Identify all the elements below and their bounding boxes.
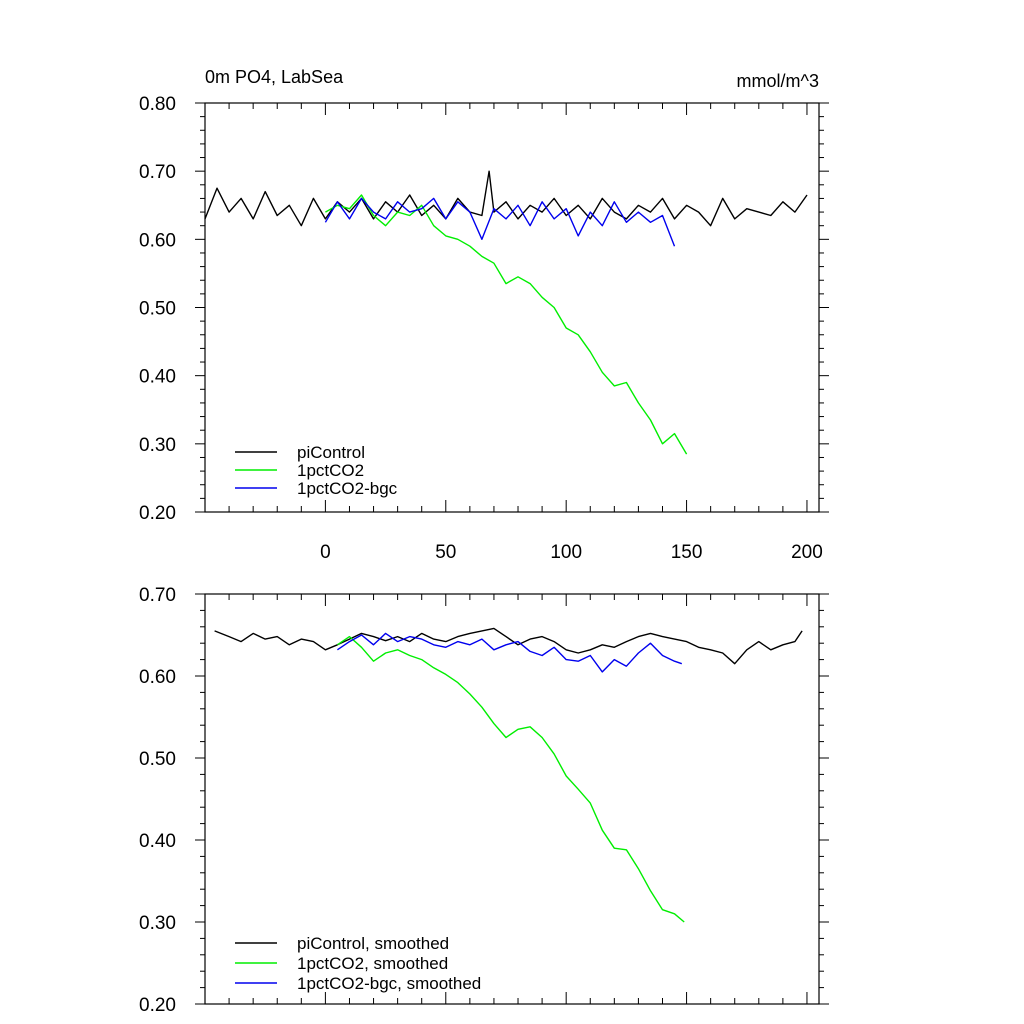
bottom-plot-frame (204, 593, 820, 1005)
top-y-tick-label: 0.30 (139, 435, 176, 456)
bot-series-line-1pctco2-bgc-smoothed (337, 632, 683, 673)
bot-series-line-picontrol-smoothed (214, 627, 803, 665)
top-panel: 0m PO4, LabSea mmol/m^3 0.20 0.30 0.40 0.50… (139, 67, 829, 563)
bottom-y-tick-labels: 0.20 0.30 0.40 0.50 0.60 0.70 (139, 585, 176, 1016)
top-series-line-1pctco2 (325, 194, 688, 455)
top-x-tick-label: 200 (791, 542, 823, 563)
top-y-tick-label: 0.60 (139, 230, 176, 251)
top-series-line-picontrol (204, 170, 808, 227)
bot-y-tick-label: 0.20 (139, 995, 176, 1016)
bot-legend-label: 1pctCO2, smoothed (297, 954, 448, 973)
top-legend-label: piControl (297, 443, 365, 462)
top-x-tick-label: 100 (550, 542, 582, 563)
bot-y-tick-label: 0.50 (139, 749, 176, 770)
top-x-tick-labels: 0 50 100 150 200 (320, 542, 823, 563)
bot-y-tick-label: 0.60 (139, 667, 176, 688)
bot-y-tick-label: 0.70 (139, 585, 176, 606)
top-ticks (195, 102, 829, 513)
top-y-tick-label: 0.70 (139, 162, 176, 183)
bottom-panel: 0.20 0.30 0.40 0.50 0.60 0.70 piControl, smoo… (139, 585, 829, 1016)
top-title-right: mmol/m^3 (737, 71, 819, 91)
top-y-tick-label: 0.80 (139, 94, 176, 115)
top-y-tick-label: 0.20 (139, 503, 176, 524)
top-x-tick-label: 50 (435, 542, 456, 563)
bot-y-tick-label: 0.30 (139, 913, 176, 934)
top-x-tick-label: 0 (320, 542, 331, 563)
bottom-series (214, 627, 803, 923)
top-y-tick-labels: 0.20 0.30 0.40 0.50 0.60 0.70 0.80 (139, 94, 176, 524)
bottom-ticks (195, 593, 829, 1005)
top-series-line-1pctco2-bgc (324, 197, 676, 247)
bot-legend-label: 1pctCO2-bgc, smoothed (297, 974, 481, 993)
top-y-tick-label: 0.40 (139, 367, 176, 388)
top-title-left: 0m PO4, LabSea (205, 67, 344, 87)
bot-y-tick-label: 0.40 (139, 831, 176, 852)
top-y-tick-label: 0.50 (139, 299, 176, 320)
top-legend-label: 1pctCO2-bgc (297, 479, 398, 498)
top-x-tick-label: 150 (671, 542, 703, 563)
bot-legend-label: piControl, smoothed (297, 934, 449, 953)
top-series (204, 170, 808, 455)
bot-series-line-1pctco2-smoothed (337, 635, 685, 923)
top-legend-label: 1pctCO2 (297, 461, 364, 480)
